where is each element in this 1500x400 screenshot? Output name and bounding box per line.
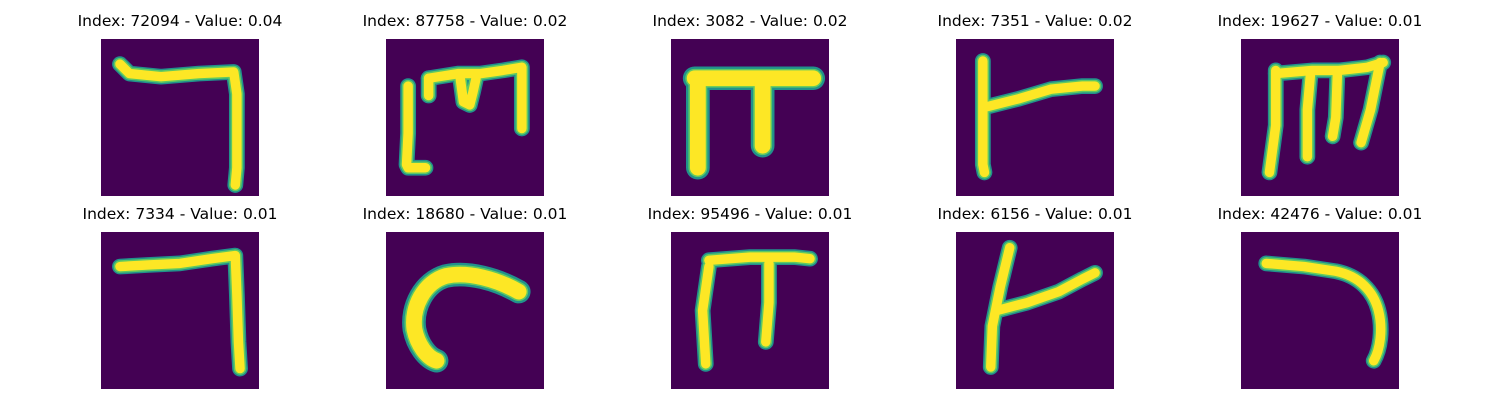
panel-6: Index: 7334 - Value: 0.01 xyxy=(70,205,290,389)
panel-4: Index: 7351 - Value: 0.02 xyxy=(925,12,1145,196)
panel-title: Index: 42476 - Value: 0.01 xyxy=(1217,205,1423,223)
digit-image-6 xyxy=(101,232,259,389)
panel-5: Index: 19627 - Value: 0.01 xyxy=(1210,12,1430,196)
panel-9: Index: 6156 - Value: 0.01 xyxy=(925,205,1145,389)
panel-7: Index: 18680 - Value: 0.01 xyxy=(355,205,575,389)
digit-image-7 xyxy=(386,232,544,389)
panel-3: Index: 3082 - Value: 0.02 xyxy=(640,12,860,196)
digit-image-5 xyxy=(1241,39,1399,196)
panel-title: Index: 6156 - Value: 0.01 xyxy=(937,205,1133,223)
digit-image-3 xyxy=(671,39,829,196)
digit-image-10 xyxy=(1241,232,1399,389)
digit-image-4 xyxy=(956,39,1114,196)
panel-8: Index: 95496 - Value: 0.01 xyxy=(640,205,860,389)
panel-title: Index: 7334 - Value: 0.01 xyxy=(82,205,278,223)
panel-title: Index: 3082 - Value: 0.02 xyxy=(652,12,848,30)
panel-10: Index: 42476 - Value: 0.01 xyxy=(1210,205,1430,389)
panel-title: Index: 95496 - Value: 0.01 xyxy=(647,205,853,223)
panel-1: Index: 72094 - Value: 0.04 xyxy=(70,12,290,196)
panel-title: Index: 19627 - Value: 0.01 xyxy=(1217,12,1423,30)
digit-image-1 xyxy=(101,39,259,196)
panel-title: Index: 72094 - Value: 0.04 xyxy=(77,12,283,30)
digit-image-9 xyxy=(956,232,1114,389)
panel-2: Index: 87758 - Value: 0.02 xyxy=(355,12,575,196)
digit-image-2 xyxy=(386,39,544,196)
panel-title: Index: 87758 - Value: 0.02 xyxy=(362,12,568,30)
panel-title: Index: 7351 - Value: 0.02 xyxy=(937,12,1133,30)
digit-image-8 xyxy=(671,232,829,389)
panel-title: Index: 18680 - Value: 0.01 xyxy=(362,205,568,223)
